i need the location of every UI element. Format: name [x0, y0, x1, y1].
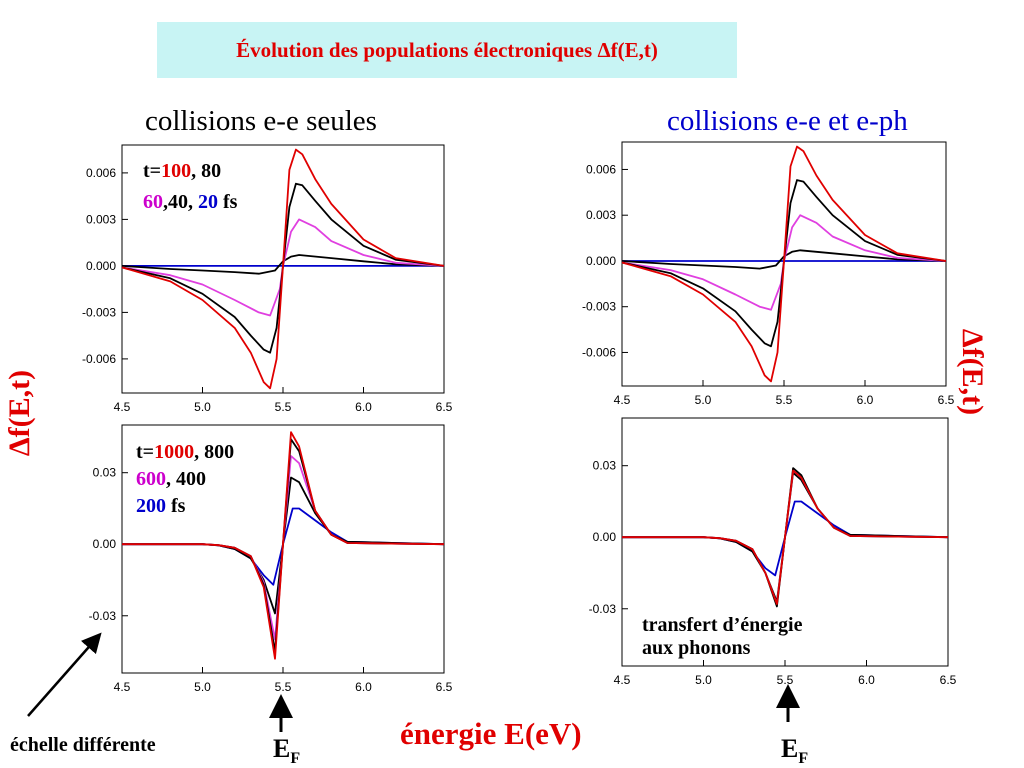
- ef-label-left: EF: [273, 734, 300, 768]
- legend-bottom: t=1000, 800 600, 400 200 fs: [136, 441, 234, 518]
- y-tick-label: -0.003: [582, 300, 616, 314]
- y-tick-label: 0.003: [586, 208, 616, 222]
- x-tick-label: 4.5: [614, 673, 631, 687]
- legend-bottom-line-3: 200 fs: [136, 495, 234, 518]
- echelle-note: échelle différente: [10, 734, 156, 756]
- legend-run: 20: [198, 191, 218, 213]
- header-right: collisions e-e et e-ph: [667, 105, 908, 137]
- x-tick-label: 6.0: [355, 400, 372, 414]
- y-tick-label: 0.000: [86, 259, 116, 273]
- x-tick-label: 5.5: [275, 400, 292, 414]
- xlabel: énergie E(eV): [400, 716, 582, 751]
- x-tick-label: 4.5: [114, 400, 131, 414]
- series-line-4: [621, 145, 947, 383]
- x-tick-label: 5.0: [194, 680, 211, 694]
- ef-main-left: E: [273, 734, 291, 763]
- legend-top-line-2: 60,40, 20 fs: [143, 191, 237, 214]
- x-tick-label: 5.0: [695, 393, 712, 407]
- header-left: collisions e-e seules: [145, 105, 377, 137]
- x-tick-label: 5.5: [776, 393, 793, 407]
- y-tick-label: 0.03: [93, 466, 117, 480]
- legend-run: 60: [143, 191, 163, 213]
- legend-run: 100: [161, 160, 192, 182]
- legend-run: t=: [143, 160, 162, 182]
- x-tick-label: 6.5: [436, 680, 453, 694]
- y-tick-label: 0.003: [86, 212, 116, 226]
- legend-bottom-line-2: 600, 400: [136, 468, 234, 491]
- y-tick-label: -0.003: [82, 305, 116, 319]
- y-tick-label: 0.006: [86, 166, 116, 180]
- plot-bottom-left: 4.5 5.0 5.5 6.0 6.5 0.03 0.00 -0.03: [60, 424, 460, 700]
- y-tick-label: 0.000: [586, 254, 616, 268]
- x-tick-label: 6.0: [857, 393, 874, 407]
- x-tick-label: 4.5: [614, 393, 631, 407]
- transfert-line-2: aux phonons: [642, 637, 751, 659]
- x-tick-label: 6.5: [940, 673, 957, 687]
- legend-run: fs: [166, 495, 186, 517]
- x-tick-label: 6.0: [858, 673, 875, 687]
- legend-run: ,40,: [163, 191, 198, 213]
- legend-bottom-line-1: t=1000, 800: [136, 441, 234, 464]
- plot-bottom-right-svg: 4.5 5.0 5.5 6.0 6.5 0.03 0.00 -0.03: [589, 417, 957, 687]
- y-tick-label: 0.00: [93, 537, 117, 551]
- legend-run: , 80: [191, 160, 222, 182]
- y-tick-label: -0.03: [589, 602, 617, 616]
- x-tick-label: 6.0: [355, 680, 372, 694]
- series-line-4: [622, 469, 949, 605]
- transfert-line-1: transfert d’énergie: [642, 614, 803, 636]
- legend-run: 1000: [154, 441, 195, 463]
- transfert-annotation: transfert d’énergie aux phonons: [642, 614, 803, 660]
- ef-sub-left: F: [290, 750, 301, 768]
- x-tick-label: 5.5: [275, 680, 292, 694]
- plot-top-left-svg: 4.5 5.0 5.5 6.0 6.5 0.006 0.003 0.000 -0.003 -0.0…: [82, 144, 453, 414]
- page-title: Évolution des populations électroniques …: [236, 37, 658, 62]
- plot-top-right: 4.5 5.0 5.5 6.0 6.5 0.006 0.003 0.000 -0.003 -0.0…: [560, 141, 960, 414]
- x-tick-label: 5.0: [194, 400, 211, 414]
- series-line-4: [121, 148, 445, 390]
- y-tick-label: 0.006: [586, 162, 616, 176]
- ef-sub-right: F: [798, 750, 809, 768]
- ef-main-right: E: [781, 734, 799, 763]
- y-tick-label: -0.03: [89, 609, 117, 623]
- x-tick-label: 5.0: [695, 673, 712, 687]
- y-tick-label: 0.03: [593, 459, 617, 473]
- x-tick-label: 5.5: [777, 673, 794, 687]
- y-tick-label: -0.006: [582, 345, 616, 359]
- x-tick-label: 6.5: [436, 400, 453, 414]
- plot-bottom-left-svg: 4.5 5.0 5.5 6.0 6.5 0.03 0.00 -0.03: [89, 424, 453, 694]
- x-tick-label: 4.5: [114, 680, 131, 694]
- legend-run: 600: [136, 468, 166, 490]
- ef-label-right: EF: [781, 734, 808, 768]
- x-tick-label: 6.5: [938, 393, 955, 407]
- legend-top-line-1: t=100, 80: [143, 160, 237, 183]
- plot-bottom-right: 4.5 5.0 5.5 6.0 6.5 0.03 0.00 -0.03: [560, 417, 960, 693]
- legend-run: t=: [136, 441, 155, 463]
- plot-top-right-svg: 4.5 5.0 5.5 6.0 6.5 0.006 0.003 0.000 -0.003 -0.0…: [582, 141, 955, 407]
- legend-top: t=100, 80 60,40, 20 fs: [143, 160, 237, 214]
- echelle-arrow: [27, 632, 102, 717]
- y-tick-label: 0.00: [593, 530, 617, 544]
- legend-run: , 400: [166, 468, 206, 490]
- plot-top-left: 4.5 5.0 5.5 6.0 6.5 0.006 0.003 0.000 -0.003 -0.0…: [60, 144, 460, 420]
- title-box: Évolution des populations électroniques …: [157, 22, 737, 78]
- legend-run: , 800: [194, 441, 235, 463]
- legend-run: fs: [218, 191, 238, 213]
- y-tick-label: -0.006: [82, 352, 116, 366]
- series-line-4: [122, 431, 445, 660]
- legend-run: 200: [136, 495, 166, 517]
